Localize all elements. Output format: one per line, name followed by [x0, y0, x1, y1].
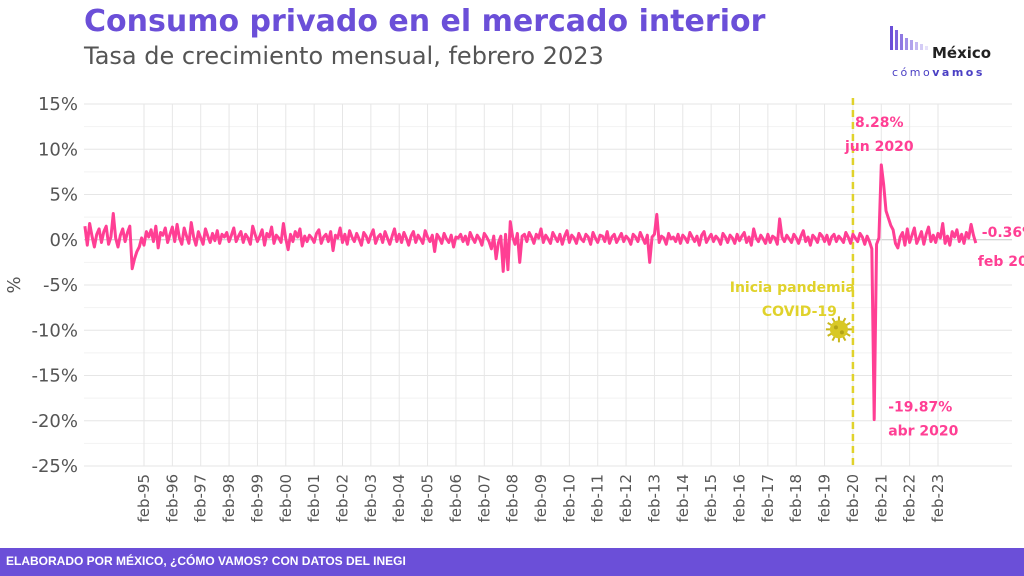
x-tick-label: feb-13 [645, 474, 663, 523]
virus-dot [833, 325, 838, 330]
x-tick-label: feb-08 [504, 474, 522, 523]
x-tick-label: feb-97 [192, 474, 210, 523]
mexico-como-vamos-logo: México cómovamos [888, 20, 1006, 86]
max-value-label: 8.28% [855, 115, 904, 131]
x-tick-label: feb-22 [901, 474, 919, 523]
x-tick-label: feb-09 [532, 474, 550, 523]
x-tick-label: feb-11 [589, 474, 607, 523]
y-tick-label: -25% [31, 456, 78, 477]
footer-bar: ELABORADO POR MÉXICO, ¿CÓMO VAMOS? CON D… [0, 548, 1024, 576]
x-tick-label: feb-95 [135, 474, 153, 523]
x-tick-label: feb-99 [248, 474, 266, 523]
virus-icon [825, 316, 852, 343]
x-tick-label: feb-23 [929, 474, 947, 523]
chart-subtitle: Tasa de crecimiento mensual, febrero 202… [84, 42, 604, 70]
x-tick-label: feb-17 [759, 474, 777, 523]
x-tick-label: feb-05 [419, 474, 437, 523]
x-tick-label: feb-07 [475, 474, 493, 523]
x-tick-label: feb-04 [390, 474, 408, 523]
x-tick-label: feb-19 [816, 474, 834, 523]
last-date-label: feb 2023 [978, 254, 1024, 270]
x-tick-label: feb-20 [844, 474, 862, 523]
y-tick-label: -15% [31, 366, 78, 387]
x-tick-label: feb-06 [447, 474, 465, 523]
footer-credit: ELABORADO POR MÉXICO, ¿CÓMO VAMOS? CON D… [6, 554, 406, 568]
pandemic-label-line1: Inicia pandemia [730, 280, 855, 296]
min-value-label: -19.87% [888, 400, 952, 416]
chart-grid [84, 103, 1012, 467]
x-tick-label: feb-98 [220, 474, 238, 523]
y-tick-label: 0% [49, 230, 78, 251]
y-tick-label: -20% [31, 411, 78, 432]
y-tick-label: -10% [31, 320, 78, 341]
x-tick-label: feb-15 [702, 474, 720, 523]
x-tick-label: feb-18 [787, 474, 805, 523]
y-tick-label: 5% [49, 185, 78, 206]
annotations: 8.28% jun 2020 -19.87% abr 2020 -0.36% feb 20… [730, 115, 1024, 440]
x-tick-label: feb-10 [560, 474, 578, 523]
y-axis-label: % [4, 276, 25, 293]
virus-body [829, 320, 848, 339]
y-tick-label: -5% [43, 275, 78, 296]
logo-sub-light: cómo [892, 66, 933, 79]
x-tick-label: feb-96 [163, 474, 181, 523]
y-axis: -25% -20% -15% -10% -5% 0% 5% 10% 15% [31, 94, 78, 477]
y-tick-label: 15% [38, 94, 78, 115]
chart-title: Consumo privado en el mercado interior [84, 4, 766, 39]
virus-dot [839, 330, 844, 335]
logo-bars-icon [890, 26, 928, 50]
logo-subtitle: cómovamos [892, 66, 985, 79]
pandemic-label-line2: COVID-19 [762, 304, 837, 320]
last-value-label: -0.36% [982, 225, 1024, 241]
series-line [83, 163, 978, 422]
x-tick-label: feb-00 [277, 474, 295, 523]
logo-word: México [932, 44, 992, 62]
x-tick-label: feb-14 [674, 474, 692, 523]
x-axis: feb-95 feb-96 feb-97 feb-98 feb-99 feb-00 feb-… [135, 474, 947, 523]
logo-sub-bold: vamos [932, 66, 985, 79]
x-tick-label: feb-12 [617, 474, 635, 523]
x-tick-label: feb-02 [334, 474, 352, 523]
x-tick-label: feb-21 [872, 474, 890, 523]
x-tick-label: feb-16 [731, 474, 749, 523]
max-date-label: jun 2020 [844, 139, 914, 155]
line-chart: -25%-20%-15%-10%-5%0%5%10%15% feb-95 feb-… [4, 94, 1024, 523]
pandemic-marker [825, 98, 855, 466]
x-tick-label: feb-03 [362, 474, 380, 523]
min-date-label: abr 2020 [888, 424, 958, 440]
x-tick-label: feb-01 [305, 474, 323, 523]
y-tick-label: 10% [38, 139, 78, 160]
